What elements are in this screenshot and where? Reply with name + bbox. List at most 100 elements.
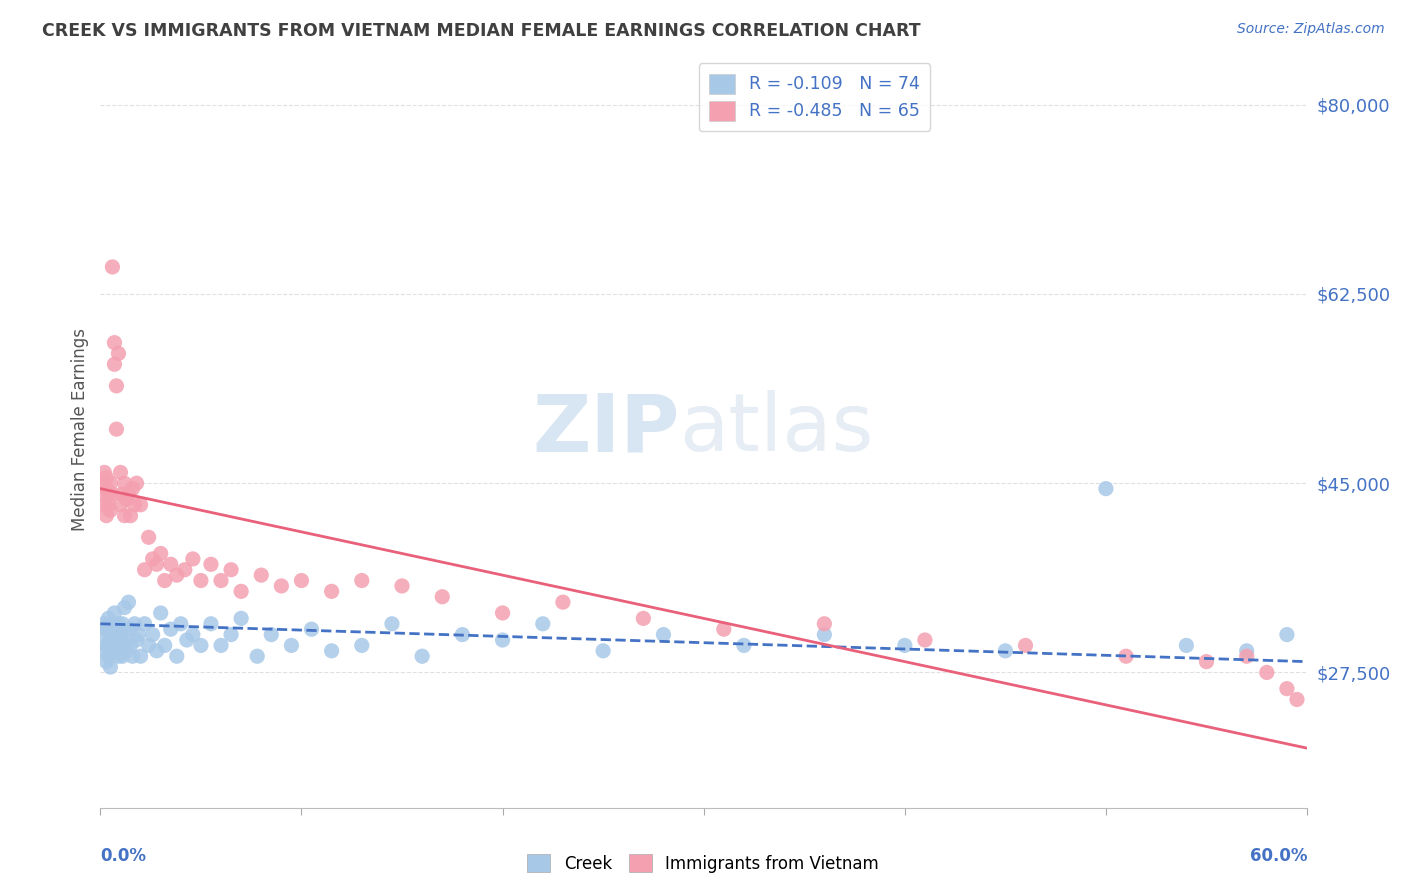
- Point: [166, 568, 188, 582]
- Point: [173, 563, 195, 577]
- Point: [105, 622, 128, 636]
- Point: [101, 616, 124, 631]
- Point: [1115, 649, 1137, 664]
- Point: [110, 466, 132, 480]
- Point: [159, 622, 181, 636]
- Point: [117, 487, 139, 501]
- Point: [125, 476, 148, 491]
- Point: [432, 590, 454, 604]
- Point: [103, 644, 125, 658]
- Text: 0.0%: 0.0%: [100, 847, 146, 864]
- Point: [101, 639, 124, 653]
- Point: [117, 595, 139, 609]
- Point: [1195, 655, 1218, 669]
- Point: [551, 595, 574, 609]
- Point: [391, 579, 413, 593]
- Point: [321, 584, 343, 599]
- Point: [129, 649, 152, 664]
- Point: [190, 639, 212, 653]
- Point: [103, 357, 125, 371]
- Point: [142, 552, 165, 566]
- Point: [246, 649, 269, 664]
- Point: [138, 639, 160, 653]
- Point: [96, 471, 118, 485]
- Point: [91, 487, 114, 501]
- Point: [124, 498, 146, 512]
- Point: [96, 655, 118, 669]
- Point: [103, 627, 125, 641]
- Point: [134, 563, 156, 577]
- Point: [100, 503, 122, 517]
- Point: [219, 563, 242, 577]
- Point: [176, 632, 198, 647]
- Point: [219, 627, 242, 641]
- Point: [451, 627, 474, 641]
- Point: [894, 639, 917, 653]
- Point: [110, 498, 132, 512]
- Point: [813, 616, 835, 631]
- Point: [111, 487, 134, 501]
- Point: [1236, 644, 1258, 658]
- Point: [209, 639, 232, 653]
- Point: [491, 632, 513, 647]
- Point: [96, 508, 118, 523]
- Point: [97, 639, 120, 653]
- Point: [994, 644, 1017, 658]
- Point: [200, 558, 222, 572]
- Point: [91, 476, 114, 491]
- Point: [97, 649, 120, 664]
- Point: [105, 379, 128, 393]
- Point: [93, 466, 115, 480]
- Point: [301, 622, 323, 636]
- Point: [190, 574, 212, 588]
- Point: [250, 568, 273, 582]
- Point: [110, 627, 132, 641]
- Point: [115, 627, 138, 641]
- Text: atlas: atlas: [679, 390, 875, 468]
- Point: [592, 644, 614, 658]
- Point: [350, 639, 373, 653]
- Point: [101, 487, 124, 501]
- Point: [120, 508, 142, 523]
- Point: [153, 639, 176, 653]
- Point: [231, 611, 253, 625]
- Point: [101, 260, 124, 274]
- Point: [231, 584, 253, 599]
- Point: [181, 627, 204, 641]
- Point: [115, 644, 138, 658]
- Point: [103, 606, 125, 620]
- Point: [209, 574, 232, 588]
- Point: [138, 530, 160, 544]
- Y-axis label: Median Female Earnings: Median Female Earnings: [72, 327, 89, 531]
- Point: [1275, 681, 1298, 696]
- Legend: Creek, Immigrants from Vietnam: Creek, Immigrants from Vietnam: [520, 847, 886, 880]
- Point: [114, 476, 136, 491]
- Point: [111, 616, 134, 631]
- Point: [120, 639, 142, 653]
- Point: [105, 422, 128, 436]
- Point: [166, 649, 188, 664]
- Point: [93, 498, 115, 512]
- Point: [105, 639, 128, 653]
- Point: [107, 346, 129, 360]
- Point: [145, 644, 167, 658]
- Point: [1236, 649, 1258, 664]
- Point: [97, 487, 120, 501]
- Point: [633, 611, 655, 625]
- Point: [1256, 665, 1278, 680]
- Point: [91, 627, 114, 641]
- Point: [200, 616, 222, 631]
- Text: Source: ZipAtlas.com: Source: ZipAtlas.com: [1237, 22, 1385, 37]
- Point: [93, 616, 115, 631]
- Point: [280, 639, 302, 653]
- Point: [97, 611, 120, 625]
- Point: [103, 335, 125, 350]
- Point: [125, 632, 148, 647]
- Point: [1014, 639, 1036, 653]
- Point: [96, 622, 118, 636]
- Point: [145, 558, 167, 572]
- Point: [149, 547, 172, 561]
- Point: [142, 627, 165, 641]
- Point: [129, 498, 152, 512]
- Point: [321, 644, 343, 658]
